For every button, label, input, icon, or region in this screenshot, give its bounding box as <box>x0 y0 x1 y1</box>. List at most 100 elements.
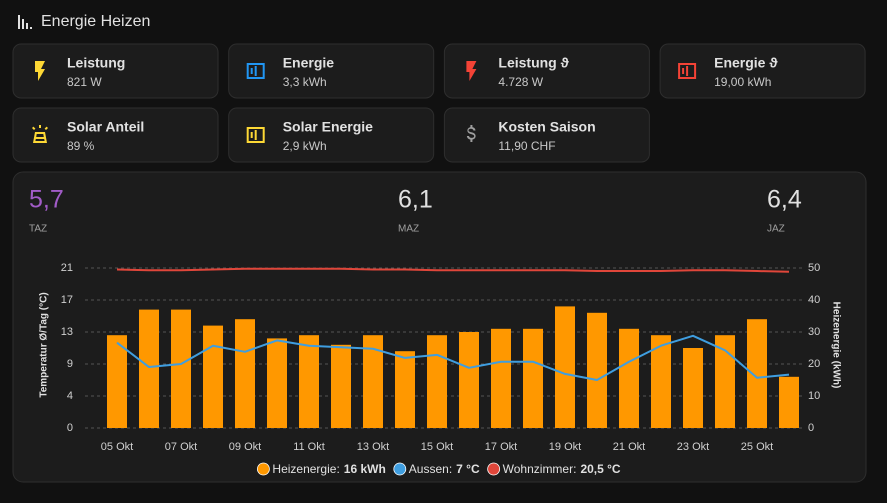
tile-card <box>443 43 650 99</box>
bar <box>235 319 255 428</box>
tile-value: 3,3 kWh <box>283 75 327 89</box>
y2-tick-label: 40 <box>808 294 820 306</box>
y-tick-label: 13 <box>61 326 73 338</box>
y-tick-label: 0 <box>67 422 73 434</box>
tile: Kosten Saison 11,90 CHF <box>443 107 650 163</box>
bar <box>779 376 799 428</box>
bar <box>139 309 159 428</box>
bar <box>299 335 319 428</box>
bar <box>331 344 351 428</box>
legend-value: 7 °C <box>456 462 480 476</box>
bar <box>427 335 447 428</box>
bar <box>523 328 543 428</box>
bar <box>683 348 703 428</box>
bar <box>651 335 671 428</box>
tile: Solar Anteil 89 % <box>12 107 219 163</box>
tile-name: Leistung ϑ <box>498 55 569 71</box>
tile-icon <box>466 125 476 142</box>
y2-tick-label: 10 <box>808 390 820 402</box>
bar <box>619 328 639 428</box>
header-title: Energie Heizen <box>41 13 150 30</box>
tile: Leistung ϑ 4.728 W <box>443 43 650 99</box>
x-tick-label: 11 Okt <box>293 441 325 453</box>
x-tick-label: 23 Okt <box>677 441 709 453</box>
legend-swatch <box>487 462 501 476</box>
tile-value: 821 W <box>67 75 102 89</box>
y2-tick-label: 50 <box>808 262 820 274</box>
x-tick-label: 19 Okt <box>549 441 581 453</box>
tile: Energie ϑ 19,00 kWh <box>659 43 866 99</box>
tile-name: Energie <box>283 55 335 71</box>
legend-value: 20,5 °C <box>580 462 620 476</box>
legend-label: Wohnzimmer: <box>503 462 577 476</box>
line <box>116 267 790 273</box>
tile-value: 11,90 CHF <box>498 139 555 153</box>
y2-tick-label: 30 <box>808 326 820 338</box>
tile-name: Kosten Saison <box>498 119 595 135</box>
tile-icon <box>35 61 45 81</box>
tile-card <box>228 107 435 163</box>
y2-tick-label: 20 <box>808 358 820 370</box>
tile-value: 19,00 kWh <box>714 75 771 89</box>
stat-value: 6,4 <box>767 186 802 214</box>
x-tick-label: 15 Okt <box>421 441 453 453</box>
tile-name: Solar Energie <box>283 119 373 135</box>
bar <box>747 319 767 428</box>
line <box>116 334 790 381</box>
y2-axis-title: Heizenergie (kWh) <box>830 302 841 389</box>
bar <box>587 312 607 428</box>
tile-icon <box>32 125 48 143</box>
tile: Solar Energie 2,9 kWh <box>228 107 435 163</box>
x-tick-label: 09 Okt <box>229 441 261 453</box>
stat-value: 6,1 <box>398 186 433 214</box>
header-icon <box>18 15 32 29</box>
tile-card <box>12 43 219 99</box>
y2-tick-label: 0 <box>808 422 814 434</box>
bar <box>555 306 575 428</box>
legend-label: Heizenergie: <box>272 462 339 476</box>
tile-icon <box>466 61 477 81</box>
x-tick-label: 25 Okt <box>741 441 773 453</box>
stat-label: JAZ <box>767 224 785 235</box>
tile-icon <box>678 63 697 79</box>
x-tick-label: 13 Okt <box>357 441 389 453</box>
tile-card <box>12 107 219 163</box>
tile-card <box>659 43 866 99</box>
y-tick-label: 21 <box>61 262 73 274</box>
bar <box>171 309 191 428</box>
tile: Energie 3,3 kWh <box>228 43 435 99</box>
y-tick-label: 9 <box>67 358 73 370</box>
legend-label: Aussen: <box>409 462 452 476</box>
tile-value: 2,9 kWh <box>283 139 327 153</box>
tile-name: Energie ϑ <box>714 55 778 71</box>
y-tick-label: 4 <box>67 390 73 402</box>
legend-value: 16 kWh <box>344 462 386 476</box>
x-tick-label: 17 Okt <box>485 441 517 453</box>
x-tick-label: 21 Okt <box>613 441 645 453</box>
tile-icon <box>246 127 265 143</box>
tile-name: Solar Anteil <box>67 119 144 135</box>
stat-label: MAZ <box>398 224 419 235</box>
x-tick-label: 07 Okt <box>165 441 197 453</box>
tile-value: 89 % <box>67 139 95 153</box>
x-tick-label: 05 Okt <box>101 441 133 453</box>
legend-swatch <box>393 462 407 476</box>
bar <box>363 335 383 428</box>
bar <box>395 351 415 428</box>
stat-value: 5,7 <box>29 186 64 214</box>
tile-card <box>228 43 435 99</box>
tile-name: Leistung <box>67 55 125 71</box>
stat-label: TAZ <box>29 224 47 235</box>
bar <box>459 332 479 428</box>
tile: Leistung 821 W <box>12 43 219 99</box>
y-tick-label: 17 <box>61 294 73 306</box>
bar <box>267 338 287 428</box>
bar <box>107 335 127 428</box>
tile-icon <box>246 63 265 79</box>
tile-value: 4.728 W <box>498 75 543 89</box>
y-axis-title: Temperatur Ø/Tag (°C) <box>39 292 50 397</box>
bar <box>715 335 735 428</box>
legend: Heizenergie: 16 kWh Aussen: 7 °C Wohnzimmer:… <box>257 462 621 476</box>
bar <box>491 328 511 428</box>
